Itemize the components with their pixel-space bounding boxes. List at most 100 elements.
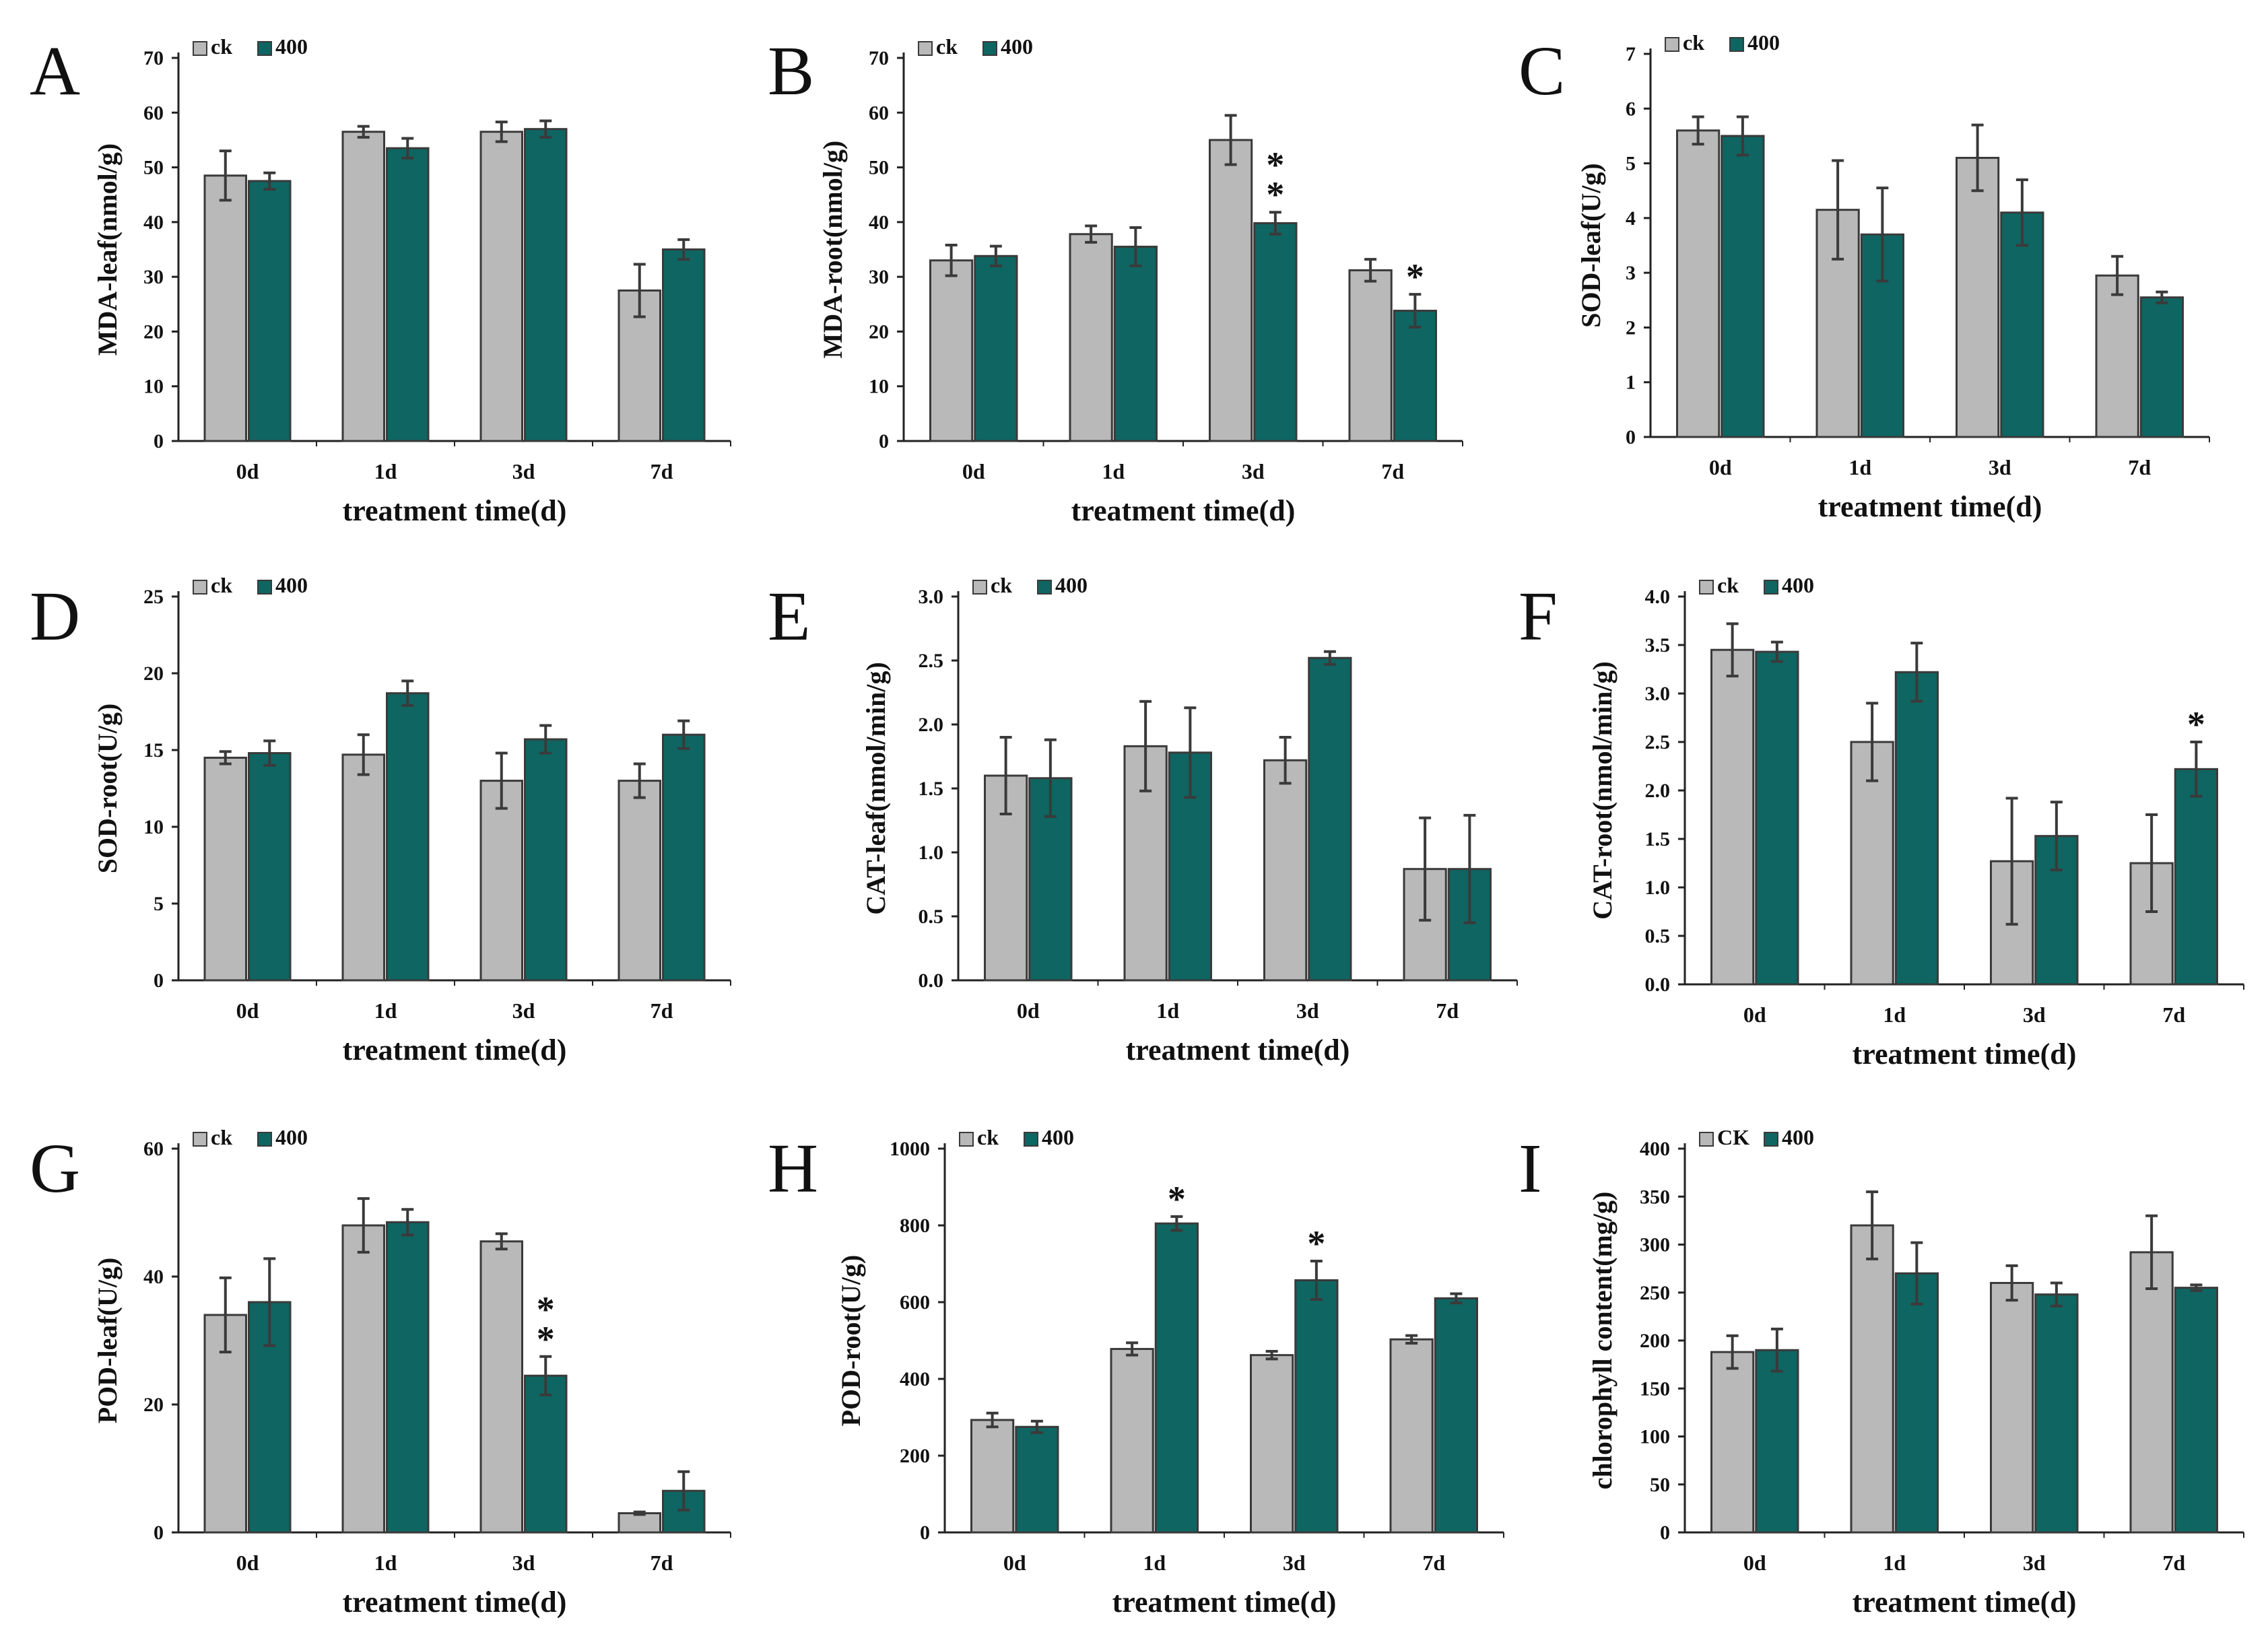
- panel-h: H 0 200 400 600 800 1000 POD-root(U/g) 0d 1d 3d 7d *…: [768, 1125, 1504, 1619]
- x-tick-label: 0d: [962, 459, 985, 483]
- x-tick-label: 0d: [1709, 455, 1732, 479]
- y-tick-label: 2.5: [1645, 731, 1671, 753]
- y-tick-label: 600: [900, 1291, 930, 1314]
- bar-400-7d: [2174, 1287, 2218, 1534]
- panel-i: I 0 50 100 150 200 250 300 350 400 chlorophyll con…: [1519, 1125, 2244, 1619]
- bar-ck-1d: [341, 1224, 385, 1534]
- y-tick-label: 0.0: [919, 970, 944, 992]
- x-axis-label: treatment time(d): [1818, 490, 2042, 523]
- x-tick-label: 3d: [1296, 998, 1319, 1023]
- bar-ck-0d: [929, 259, 974, 442]
- legend-label: CK: [1717, 1125, 1749, 1149]
- bar-400-1d: [1894, 671, 1939, 986]
- legend-swatch-400: [1024, 1132, 1038, 1147]
- bar-400-1d: [386, 147, 430, 442]
- y-axis-label: CAT-leaf(nmol/min/g): [861, 662, 891, 915]
- bar-400-7d: [2174, 768, 2218, 986]
- x-tick-label: 1d: [374, 1551, 397, 1575]
- y-tick-label: 0: [154, 1522, 164, 1544]
- legend-swatch-400: [1764, 1132, 1778, 1147]
- bar-400-3d: [524, 1374, 568, 1534]
- significance-mark: *: [537, 1289, 555, 1330]
- y-tick-label: 2.0: [1645, 780, 1671, 802]
- y-tick-label: 1.0: [1645, 877, 1671, 899]
- y-axis-label: SOD-leaf(U/g): [1576, 163, 1606, 327]
- x-tick-label: 7d: [651, 459, 673, 483]
- y-tick-label: 1.5: [919, 778, 944, 800]
- y-tick-label: 60: [143, 1138, 164, 1160]
- bar-400-1d: [1894, 1272, 1939, 1534]
- bar-400-7d: [1393, 310, 1437, 442]
- y-tick-label: 0.0: [1645, 974, 1671, 996]
- significance-mark: *: [2187, 704, 2205, 745]
- legend-label: 400: [275, 573, 308, 597]
- legend-label: 400: [1782, 1125, 1814, 1149]
- y-tick-label: 20: [143, 320, 164, 343]
- bar-ck-3d: [1263, 759, 1308, 982]
- panel-letter: I: [1519, 1130, 1542, 1207]
- x-tick-label: 3d: [1283, 1551, 1306, 1575]
- legend-label: ck: [1717, 573, 1739, 597]
- legend-swatch-400: [982, 41, 997, 56]
- y-tick-label: 0: [920, 1522, 930, 1544]
- panel-b: B 0 10 20 30 40 50 60 70 MDA-root(nmol/g) 0d 1d 3d 7d…: [768, 32, 1463, 527]
- legend-swatch-400: [1764, 580, 1778, 595]
- bar-400-0d: [248, 752, 292, 982]
- bar-ck-3d: [1956, 156, 2000, 438]
- x-tick-label: 0d: [1003, 1551, 1026, 1575]
- x-tick-label: 3d: [2023, 1551, 2046, 1575]
- y-axis-label: MDA-leaf(nmol/g): [92, 143, 123, 355]
- legend-label: 400: [1001, 34, 1033, 59]
- bar-ck-7d: [2095, 274, 2139, 438]
- y-axis-label: POD-leaf(U/g): [92, 1258, 123, 1424]
- panel-c: C 0 1 2 3 4 5 6 7 SOD-leaf(U/g) 0d 1d 3d 7d ck 400 treat…: [1519, 30, 2210, 523]
- y-tick-label: 5: [154, 893, 164, 915]
- y-tick-label: 6: [1626, 98, 1636, 120]
- panel-e: E 0.0 0.5 1.0 1.5 2.0 2.5 3.0 CAT-leaf(nmol/min/…: [768, 573, 1518, 1066]
- bar-ck-0d: [1710, 1351, 1755, 1534]
- bar-ck-0d: [203, 174, 247, 442]
- y-tick-label: 30: [143, 266, 164, 288]
- y-tick-label: 350: [1640, 1186, 1670, 1208]
- bar-400-0d: [248, 1301, 292, 1534]
- bar-ck-3d: [479, 780, 523, 982]
- y-tick-label: 30: [869, 266, 889, 288]
- bar-400-1d: [386, 1221, 430, 1534]
- bar-ck-0d: [1710, 648, 1755, 986]
- y-tick-label: 0: [154, 970, 164, 992]
- y-tick-label: 400: [900, 1368, 930, 1390]
- y-tick-label: 0.5: [919, 906, 944, 928]
- bar-400-0d: [1721, 135, 1765, 438]
- x-tick-label: 0d: [236, 1551, 259, 1575]
- bar-400-7d: [662, 248, 706, 442]
- y-tick-label: 20: [869, 320, 889, 343]
- legend-label: ck: [211, 573, 232, 597]
- bar-ck-3d: [479, 1240, 523, 1534]
- legend-label: 400: [1055, 573, 1088, 597]
- legend-swatch-400: [257, 580, 272, 595]
- significance-mark: *: [1266, 145, 1284, 185]
- x-tick-label: 7d: [1422, 1551, 1445, 1575]
- panel-letter: G: [30, 1130, 80, 1207]
- x-axis-label: treatment time(d): [1853, 1038, 2077, 1071]
- y-tick-label: 50: [143, 157, 164, 179]
- y-tick-label: 0.5: [1645, 925, 1671, 947]
- bar-ck-7d: [1389, 1338, 1434, 1534]
- y-tick-label: 2.5: [919, 650, 944, 672]
- y-tick-label: 0: [879, 430, 889, 452]
- bar-400-7d: [2139, 296, 2184, 438]
- y-axis-label: chlorophyll content(mg/g): [1587, 1192, 1617, 1490]
- x-tick-label: 1d: [1156, 998, 1179, 1023]
- panel-letter: H: [768, 1130, 818, 1207]
- x-axis-label: treatment time(d): [343, 1586, 567, 1619]
- y-tick-label: 150: [1640, 1378, 1670, 1400]
- x-tick-label: 7d: [651, 998, 673, 1023]
- bar-ck-0d: [1676, 129, 1721, 438]
- bar-400-0d: [1028, 777, 1073, 982]
- legend-label: 400: [275, 34, 308, 59]
- x-axis-label: treatment time(d): [1071, 494, 1296, 527]
- y-tick-label: 20: [143, 663, 164, 685]
- bar-400-3d: [1294, 1279, 1339, 1534]
- y-tick-label: 200: [1640, 1330, 1670, 1352]
